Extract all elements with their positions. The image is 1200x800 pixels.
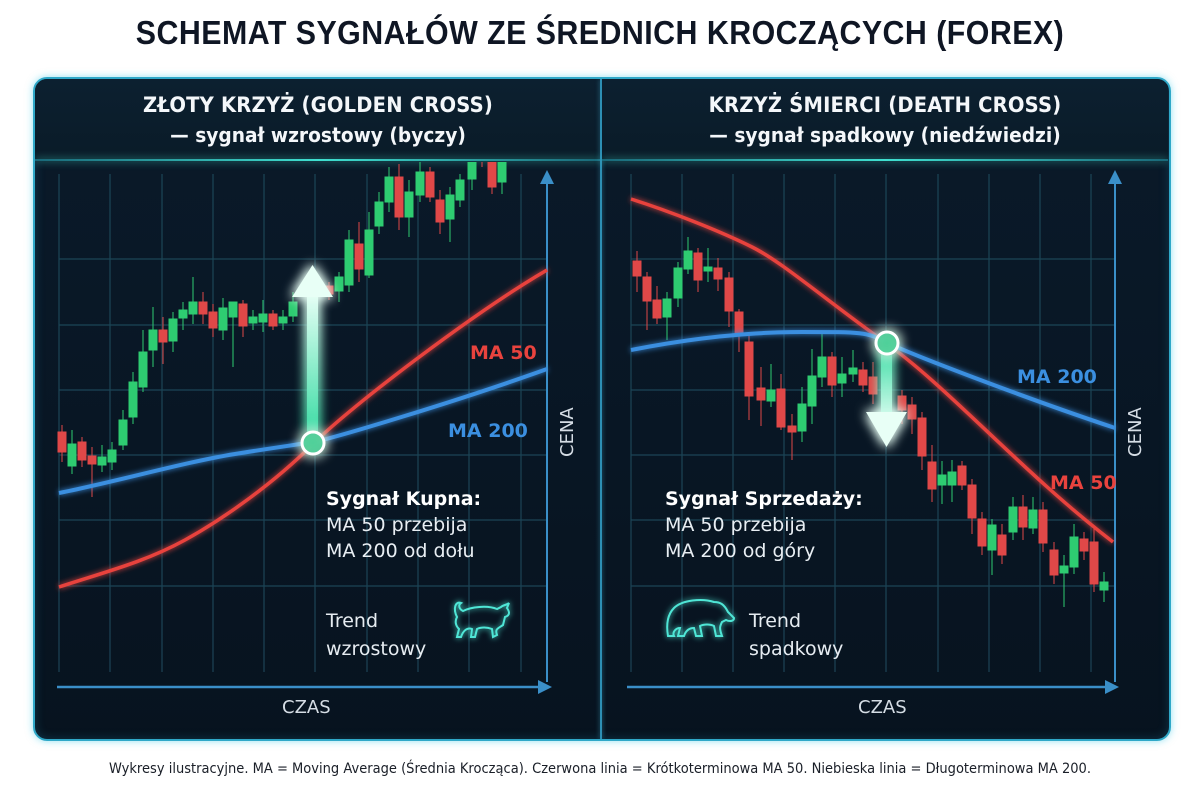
death-cross-panel: KRZYŻ ŚMIERCI (DEATH CROSS) — sygnał spa…	[602, 79, 1168, 739]
golden-cross-point-icon	[300, 430, 326, 456]
golden-cross-title: ZŁOTY KRZYŻ (GOLDEN CROSS)	[143, 93, 493, 117]
ma50-line	[58, 268, 548, 589]
x-axis-arrow-icon	[1105, 680, 1119, 694]
buy-signal-title: Sygnał Kupna:	[326, 488, 482, 510]
sell-signal-title: Sygnał Sprzedaży:	[665, 488, 863, 510]
ma50-label: MA 50	[470, 342, 537, 364]
golden-cross-panel: ZŁOTY KRZYŻ (GOLDEN CROSS) — sygnał wzro…	[35, 79, 601, 739]
uptrend-line1: Trend	[326, 610, 378, 632]
death-cross-chart	[627, 170, 1122, 694]
header-glow-divider	[602, 159, 1168, 161]
charts-board: ZŁOTY KRZYŻ (GOLDEN CROSS) — sygnał wzro…	[33, 77, 1171, 741]
grid	[630, 174, 1114, 672]
arrow-down-icon	[866, 347, 907, 447]
golden-cross-header: ZŁOTY KRZYŻ (GOLDEN CROSS) — sygnał wzro…	[35, 79, 601, 161]
uptrend-label: Trend wzrostowy	[326, 607, 426, 663]
header-glow-divider	[35, 159, 601, 161]
y-axis-arrow-icon	[540, 170, 554, 184]
sell-signal-line2: MA 200 od góry	[665, 540, 816, 562]
arrow-up-icon	[292, 265, 333, 432]
y-axis-arrow-icon	[1108, 170, 1122, 184]
x-axis-arrow-icon	[538, 680, 552, 694]
death-cross-header: KRZYŻ ŚMIERCI (DEATH CROSS) — sygnał spa…	[602, 79, 1168, 161]
y-axis-label: CENA	[1125, 407, 1146, 457]
death-cross-point-icon	[874, 330, 900, 356]
sell-signal-line1: MA 50 przebija	[665, 514, 807, 536]
candles	[57, 162, 507, 497]
x-axis-label: CZAS	[858, 697, 907, 718]
golden-cross-chart	[57, 162, 554, 694]
x-axis-label: CZAS	[282, 697, 331, 718]
y-axis-label: CENA	[557, 407, 578, 457]
downtrend-line1: Trend	[749, 610, 801, 632]
downtrend-line2: spadkowy	[749, 638, 844, 660]
ma200-line	[58, 367, 548, 495]
ma200-line	[630, 329, 1116, 430]
buy-signal-annotation: Sygnał Kupna: MA 50 przebija MA 200 od d…	[326, 486, 481, 564]
buy-signal-line2: MA 200 od dołu	[326, 540, 475, 562]
ma50-label: MA 50	[1050, 472, 1117, 494]
golden-cross-subtitle: — sygnał wzrostowy (byczy)	[170, 123, 466, 147]
sell-signal-annotation: Sygnał Sprzedaży: MA 50 przebija MA 200 …	[665, 486, 863, 564]
death-cross-subtitle: — sygnał spadkowy (niedźwiedzi)	[709, 123, 1061, 147]
buy-signal-line1: MA 50 przebija	[326, 514, 468, 536]
ma50-line	[630, 197, 1115, 544]
page-title: SCHEMAT SYGNAŁÓW ZE ŚREDNICH KROCZĄCYCH …	[135, 14, 1065, 51]
panel-divider	[600, 79, 602, 739]
candles	[632, 237, 1109, 607]
downtrend-label: Trend spadkowy	[749, 607, 843, 663]
bull-icon	[453, 601, 510, 639]
uptrend-line2: wzrostowy	[326, 638, 427, 660]
ma200-label: MA 200	[448, 420, 528, 442]
ma200-label: MA 200	[1017, 366, 1097, 388]
death-cross-title: KRZYŻ ŚMIERCI (DEATH CROSS)	[708, 93, 1062, 117]
footer-note: Wykresy ilustracyjne. MA = Moving Averag…	[108, 761, 1092, 777]
bear-icon	[666, 599, 736, 637]
